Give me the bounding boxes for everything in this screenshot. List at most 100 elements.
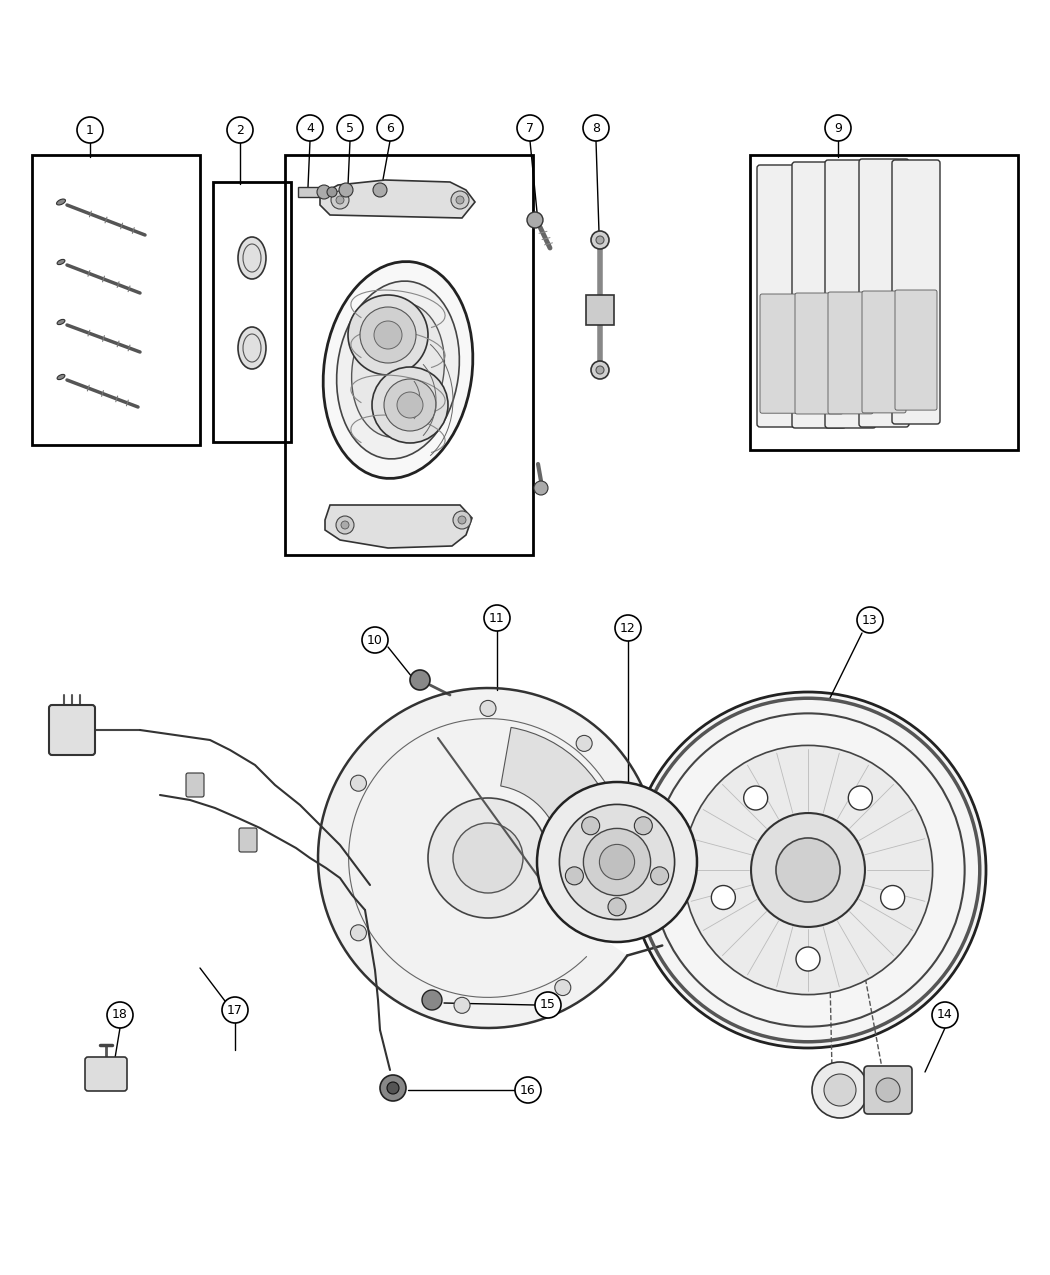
Polygon shape bbox=[318, 688, 652, 1028]
FancyBboxPatch shape bbox=[760, 295, 812, 413]
Circle shape bbox=[630, 692, 986, 1048]
Circle shape bbox=[634, 817, 652, 835]
Circle shape bbox=[881, 886, 905, 909]
FancyBboxPatch shape bbox=[859, 159, 909, 427]
Circle shape bbox=[583, 115, 609, 142]
Circle shape bbox=[317, 185, 331, 199]
Circle shape bbox=[484, 606, 510, 631]
Text: 9: 9 bbox=[834, 121, 842, 134]
FancyBboxPatch shape bbox=[757, 164, 815, 427]
Circle shape bbox=[751, 813, 865, 927]
Circle shape bbox=[591, 231, 609, 249]
Text: 12: 12 bbox=[621, 621, 636, 635]
Circle shape bbox=[422, 989, 442, 1010]
Text: 16: 16 bbox=[520, 1084, 536, 1096]
Circle shape bbox=[374, 321, 402, 349]
Circle shape bbox=[454, 997, 470, 1014]
Circle shape bbox=[536, 992, 561, 1017]
Text: 4: 4 bbox=[306, 121, 314, 134]
FancyBboxPatch shape bbox=[864, 1066, 912, 1114]
Circle shape bbox=[456, 196, 464, 204]
Ellipse shape bbox=[352, 302, 444, 437]
Text: 2: 2 bbox=[236, 124, 244, 136]
Circle shape bbox=[337, 115, 363, 142]
FancyBboxPatch shape bbox=[895, 289, 937, 411]
Circle shape bbox=[373, 184, 387, 198]
Polygon shape bbox=[320, 180, 475, 218]
Ellipse shape bbox=[323, 261, 472, 478]
Circle shape bbox=[600, 844, 634, 880]
Circle shape bbox=[336, 196, 344, 204]
Circle shape bbox=[711, 886, 735, 909]
FancyBboxPatch shape bbox=[239, 827, 257, 852]
Circle shape bbox=[596, 366, 604, 374]
Ellipse shape bbox=[238, 326, 266, 368]
Text: 15: 15 bbox=[540, 998, 555, 1011]
Circle shape bbox=[582, 817, 600, 835]
Bar bbox=[750, 156, 1018, 450]
Circle shape bbox=[362, 627, 388, 653]
FancyBboxPatch shape bbox=[49, 705, 94, 755]
Circle shape bbox=[453, 511, 471, 529]
Circle shape bbox=[560, 805, 674, 919]
FancyBboxPatch shape bbox=[825, 159, 876, 428]
FancyBboxPatch shape bbox=[795, 293, 843, 414]
Circle shape bbox=[428, 798, 548, 918]
FancyBboxPatch shape bbox=[862, 291, 906, 413]
Circle shape bbox=[351, 924, 366, 941]
Circle shape bbox=[327, 187, 337, 198]
Circle shape bbox=[554, 979, 571, 996]
Circle shape bbox=[360, 307, 416, 363]
Circle shape bbox=[825, 115, 851, 142]
Circle shape bbox=[514, 1077, 541, 1103]
FancyBboxPatch shape bbox=[892, 159, 940, 425]
Circle shape bbox=[824, 1074, 856, 1105]
Circle shape bbox=[596, 236, 604, 244]
Text: 11: 11 bbox=[489, 612, 505, 625]
Circle shape bbox=[584, 829, 651, 895]
Circle shape bbox=[776, 838, 840, 901]
Circle shape bbox=[453, 822, 523, 892]
Circle shape bbox=[387, 1082, 399, 1094]
Text: 17: 17 bbox=[227, 1003, 243, 1016]
Text: 14: 14 bbox=[937, 1009, 953, 1021]
Circle shape bbox=[517, 115, 543, 142]
Circle shape bbox=[410, 669, 430, 690]
Circle shape bbox=[227, 117, 253, 143]
Circle shape bbox=[336, 516, 354, 534]
Circle shape bbox=[684, 746, 932, 995]
Bar bbox=[213, 182, 291, 442]
Circle shape bbox=[458, 516, 466, 524]
Circle shape bbox=[351, 775, 366, 792]
Circle shape bbox=[339, 184, 353, 198]
Text: 1: 1 bbox=[86, 124, 93, 136]
Circle shape bbox=[876, 1077, 900, 1102]
Circle shape bbox=[222, 997, 248, 1023]
Circle shape bbox=[608, 898, 626, 915]
Circle shape bbox=[576, 736, 592, 751]
Circle shape bbox=[565, 867, 584, 885]
Circle shape bbox=[331, 191, 349, 209]
Circle shape bbox=[651, 867, 669, 885]
Circle shape bbox=[452, 191, 469, 209]
Circle shape bbox=[297, 115, 323, 142]
FancyBboxPatch shape bbox=[186, 773, 204, 797]
Circle shape bbox=[743, 785, 768, 810]
Bar bbox=[285, 156, 533, 555]
Text: 13: 13 bbox=[862, 613, 878, 626]
Circle shape bbox=[480, 700, 496, 717]
Circle shape bbox=[527, 212, 543, 228]
Ellipse shape bbox=[57, 199, 65, 205]
Circle shape bbox=[377, 115, 403, 142]
Circle shape bbox=[348, 295, 428, 375]
Circle shape bbox=[857, 607, 883, 632]
FancyBboxPatch shape bbox=[828, 292, 873, 414]
Circle shape bbox=[591, 361, 609, 379]
Text: 5: 5 bbox=[346, 121, 354, 134]
Circle shape bbox=[812, 1062, 868, 1118]
FancyBboxPatch shape bbox=[85, 1057, 127, 1091]
Circle shape bbox=[397, 391, 423, 418]
Ellipse shape bbox=[57, 375, 65, 380]
Text: 8: 8 bbox=[592, 121, 600, 134]
Circle shape bbox=[534, 481, 548, 495]
